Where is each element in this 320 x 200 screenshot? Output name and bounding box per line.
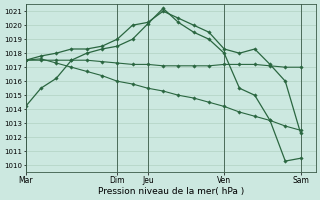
X-axis label: Pression niveau de la mer( hPa ): Pression niveau de la mer( hPa )	[98, 187, 244, 196]
